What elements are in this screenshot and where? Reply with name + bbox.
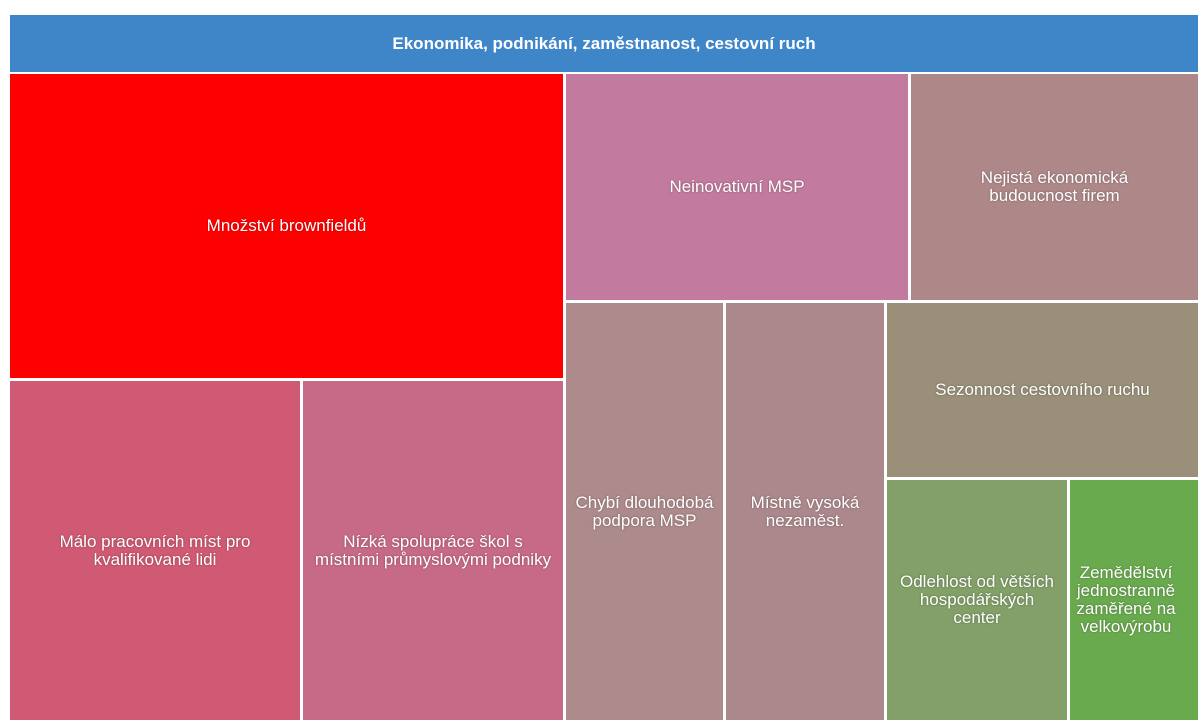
cell: Chybí dlouhodobá podpora MSP: [566, 303, 723, 720]
cell: Místně vysoká nezaměst.: [726, 303, 884, 720]
cell-label: Zemědělství jednostranně zaměřené na vel…: [1076, 563, 1176, 636]
cell-label: Nejistá ekonomická budoucnost firem: [980, 168, 1129, 205]
cell: Odlehlost od větších hospodářských cente…: [887, 480, 1067, 720]
cell-label: Místně vysoká nezaměst.: [750, 492, 860, 530]
cell: Množství brownfieldů: [10, 74, 563, 378]
cell-label: Neinovativní MSP: [669, 177, 805, 196]
cell-label: Sezonnost cestovního ruchu: [935, 380, 1150, 399]
cell: Nízká spolupráce škol s místními průmysl…: [303, 381, 563, 720]
cell-label: Odlehlost od větších hospodářských cente…: [899, 572, 1055, 627]
cell-label: Chybí dlouhodobá podpora MSP: [575, 492, 714, 530]
cell: Nejistá ekonomická budoucnost firem: [911, 74, 1198, 300]
cell: Zemědělství jednostranně zaměřené na vel…: [1070, 480, 1198, 720]
cell: Neinovativní MSP: [566, 74, 908, 300]
cell-label: Málo pracovních míst pro kvalifikované l…: [59, 531, 251, 569]
header-bar: Ekonomika, podnikání, zaměstnanost, cest…: [10, 15, 1198, 72]
cell-label: Nízká spolupráce škol s místními průmysl…: [314, 531, 552, 569]
cell-label: Množství brownfieldů: [206, 216, 367, 235]
cell: Sezonnost cestovního ruchu: [887, 303, 1198, 477]
header-title: Ekonomika, podnikání, zaměstnanost, cest…: [392, 33, 816, 53]
cell: Málo pracovních míst pro kvalifikované l…: [10, 381, 300, 720]
